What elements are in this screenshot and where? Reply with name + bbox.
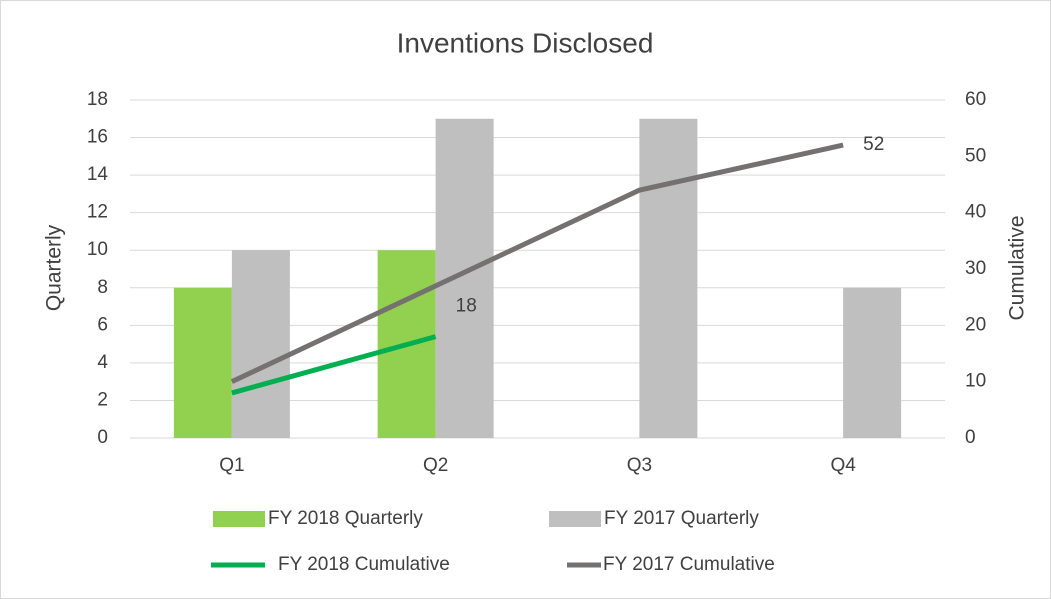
chart-title: Inventions Disclosed xyxy=(397,27,654,58)
bar xyxy=(173,287,232,438)
y-tick-label: 4 xyxy=(97,352,108,373)
y-axis-title: Quarterly xyxy=(43,224,66,311)
y2-tick-label: 50 xyxy=(965,145,986,166)
legend-label: FY 2017 Cumulative xyxy=(603,554,775,575)
legend-label: FY 2018 Quarterly xyxy=(268,508,423,529)
x-tick-label: Q1 xyxy=(219,455,244,476)
line xyxy=(230,142,844,384)
bar xyxy=(843,287,902,438)
y2-axis-title: Cumulative xyxy=(1006,215,1029,320)
bar xyxy=(639,118,698,439)
data-label: 18 xyxy=(456,296,477,317)
y2-tick-label: 60 xyxy=(965,89,986,110)
legend-label: FY 2017 Quarterly xyxy=(604,508,759,529)
y-tick-label: 14 xyxy=(87,164,109,185)
legend-swatch xyxy=(549,511,601,527)
y-tick-label: 2 xyxy=(97,389,108,410)
y-tick-label: 18 xyxy=(87,89,108,110)
y2-tick-label: 0 xyxy=(965,427,976,448)
legend-label: FY 2018 Cumulative xyxy=(278,554,450,575)
x-tick-label: Q3 xyxy=(627,455,652,476)
bar xyxy=(231,250,290,438)
y2-tick-label: 10 xyxy=(965,371,986,392)
y2-tick-label: 30 xyxy=(965,258,986,279)
line xyxy=(231,334,437,396)
bar xyxy=(435,118,494,439)
y-tick-label: 8 xyxy=(97,277,108,298)
y-tick-label: 0 xyxy=(97,427,108,448)
y-tick-label: 12 xyxy=(87,202,108,223)
y-tick-label: 16 xyxy=(87,127,108,148)
x-tick-label: Q2 xyxy=(423,455,448,476)
x-tick-label: Q4 xyxy=(830,455,856,476)
data-label: 52 xyxy=(863,134,884,155)
legend-swatch xyxy=(213,511,265,527)
y-tick-label: 6 xyxy=(97,314,108,335)
y2-tick-label: 20 xyxy=(965,314,986,335)
y-tick-label: 10 xyxy=(87,239,108,260)
y2-tick-label: 40 xyxy=(965,202,986,223)
